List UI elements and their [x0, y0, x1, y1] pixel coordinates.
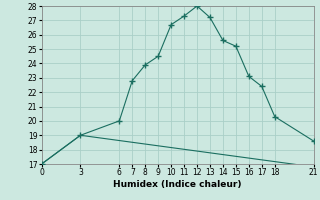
X-axis label: Humidex (Indice chaleur): Humidex (Indice chaleur) [113, 180, 242, 189]
